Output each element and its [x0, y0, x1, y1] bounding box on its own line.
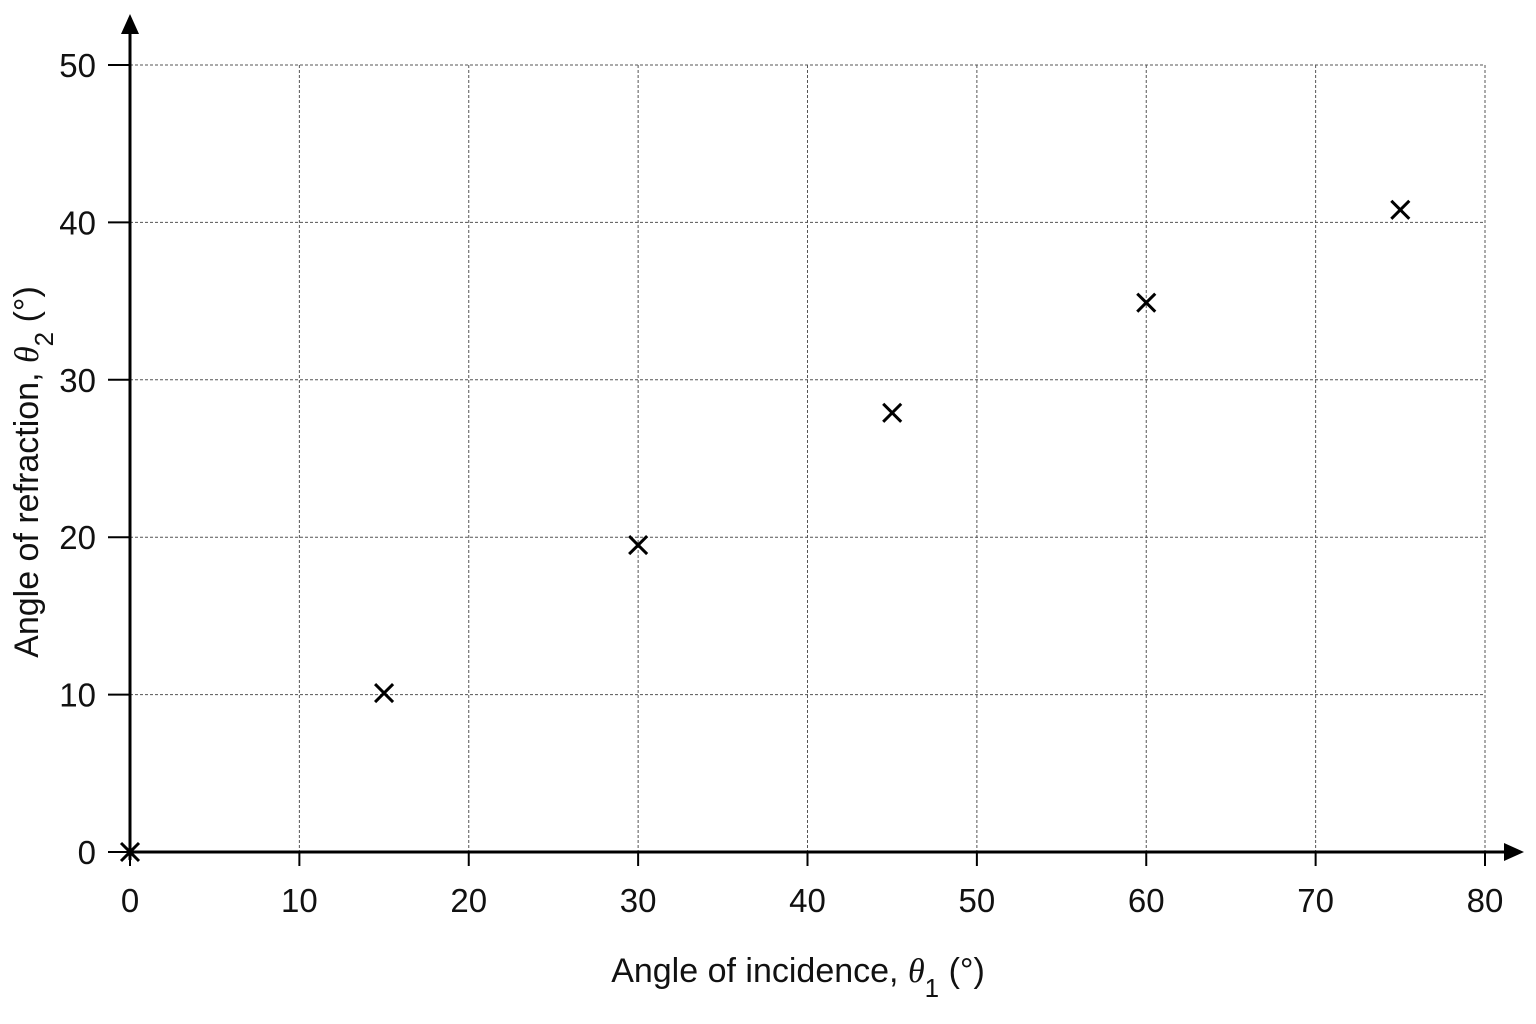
data-points: [119, 199, 1411, 863]
marker-stroke: [882, 402, 903, 423]
y-tick-label: 50: [59, 47, 96, 84]
y-axis-label-suffix: (°): [8, 286, 46, 332]
y-tick-label: 40: [59, 204, 96, 241]
x-axis-label: Angle of incidence, θ1 (°): [611, 952, 985, 1003]
y-axis-label-prefix: Angle of refraction,: [8, 363, 46, 658]
marker-stroke: [1390, 199, 1411, 220]
y-axis-label-subscript: 2: [29, 332, 59, 346]
data-point-marker: [1390, 199, 1411, 220]
x-axis-arrowhead: [1504, 843, 1524, 861]
x-tick-label: 40: [789, 882, 826, 919]
y-axis-label: Angle of refraction, θ2 (°): [8, 286, 59, 658]
x-tick-label: 60: [1128, 882, 1165, 919]
x-tick-label: 10: [281, 882, 318, 919]
grid: [130, 64, 1486, 852]
x-tick-label: 50: [959, 882, 996, 919]
data-point-marker: [119, 841, 141, 863]
marker-stroke: [628, 535, 649, 556]
y-tick-label: 0: [78, 834, 96, 871]
marker-stroke: [1136, 292, 1157, 313]
marker-stroke: [119, 841, 141, 863]
x-tick-label: 80: [1467, 882, 1504, 919]
x-axis-label-subscript: 1: [925, 973, 939, 1003]
tick-labels: 0 10 20 30 40 50 60 70 80 0 10 20 30 40 50: [59, 47, 1503, 919]
data-point-marker: [628, 535, 649, 556]
data-point-marker: [1136, 292, 1157, 313]
data-point-marker: [374, 682, 395, 704]
ticks: [108, 64, 1486, 866]
axes: [121, 14, 1524, 861]
marker-stroke: [374, 682, 395, 704]
x-tick-label: 20: [450, 882, 487, 919]
data-point-marker: [882, 402, 903, 423]
y-tick-label: 30: [59, 362, 96, 399]
x-tick-label: 0: [121, 882, 139, 919]
y-axis-arrowhead: [121, 14, 139, 34]
y-tick-label: 20: [59, 519, 96, 556]
x-axis-label-prefix: Angle of incidence,: [611, 952, 908, 990]
x-tick-label: 30: [620, 882, 657, 919]
y-axis-label-symbol: θ: [9, 346, 46, 363]
x-tick-label: 70: [1297, 882, 1334, 919]
x-axis-label-suffix: (°): [939, 952, 985, 990]
y-tick-label: 10: [59, 677, 96, 714]
x-axis-label-symbol: θ: [908, 953, 925, 990]
